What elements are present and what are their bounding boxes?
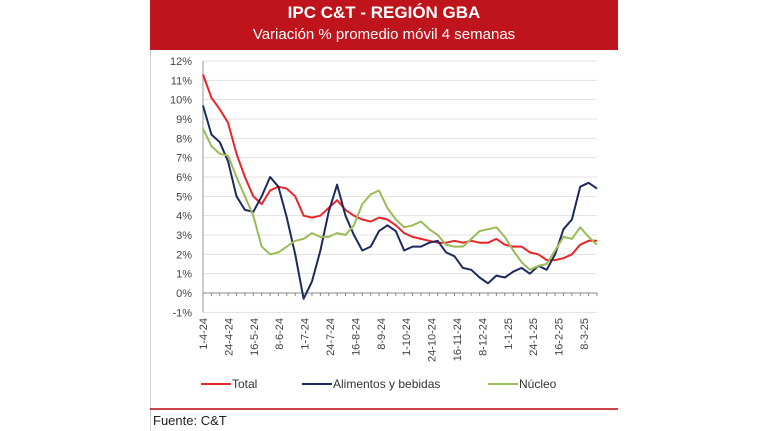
series-line-núcleo [202, 128, 598, 271]
chart-card [150, 0, 618, 431]
y-tick-label: -1% [172, 307, 192, 319]
legend-label: Total [232, 377, 257, 391]
title-bar: IPC C&T - REGIÓN GBA Variación % promedi… [150, 0, 618, 50]
x-tick-label: 16-2-25 [554, 318, 566, 356]
x-tick-label: 24-7-24 [325, 318, 337, 356]
y-tick-label: 12% [170, 56, 192, 68]
y-tick-label: 11% [171, 75, 192, 87]
y-tick-label: 2% [176, 249, 192, 261]
x-tick-label: 1-1-25 [503, 318, 515, 350]
y-tick-label: 0% [176, 288, 192, 300]
series-line-total [202, 74, 597, 262]
x-tick-label: 16-5-24 [249, 318, 261, 356]
x-tick-label: 8-9-24 [376, 318, 388, 350]
y-tick-label: 5% [176, 191, 192, 203]
y-tick-label: 6% [176, 172, 192, 184]
x-tick-label: 8-12-24 [477, 318, 489, 356]
series-line-alimentos-y-bebidas [202, 105, 598, 300]
x-tick-label: 1-4-24 [198, 318, 210, 350]
legend-label: Núcleo [519, 377, 557, 391]
x-tick-label: 1-10-24 [401, 318, 413, 356]
source-note: Fuente: C&T [153, 413, 227, 428]
x-tick-label: 24-10-24 [427, 318, 439, 362]
y-tick-label: 9% [176, 114, 192, 126]
y-tick-label: 7% [176, 153, 192, 165]
y-tick-label: 8% [176, 133, 192, 145]
x-tick-label: 24-1-25 [528, 318, 540, 356]
y-tick-label: 4% [176, 211, 192, 223]
y-tick-label: 10% [170, 95, 192, 107]
x-tick-label: 24-4-24 [223, 318, 235, 356]
x-tick-label: 16-11-24 [452, 318, 464, 361]
y-tick-label: 3% [176, 230, 192, 242]
chart-title: IPC C&T - REGIÓN GBA [287, 3, 481, 22]
y-tick-label: 1% [176, 269, 192, 281]
x-tick-label: 8-6-24 [274, 318, 286, 350]
x-tick-label: 8-3-25 [579, 318, 591, 350]
footer-divider [150, 408, 618, 410]
x-tick-label: 1-7-24 [300, 318, 312, 350]
chart-subtitle: Variación % promedio móvil 4 semanas [252, 26, 516, 43]
legend-label: Alimentos y bebidas [333, 377, 440, 391]
x-tick-label: 16-8-24 [350, 318, 362, 356]
